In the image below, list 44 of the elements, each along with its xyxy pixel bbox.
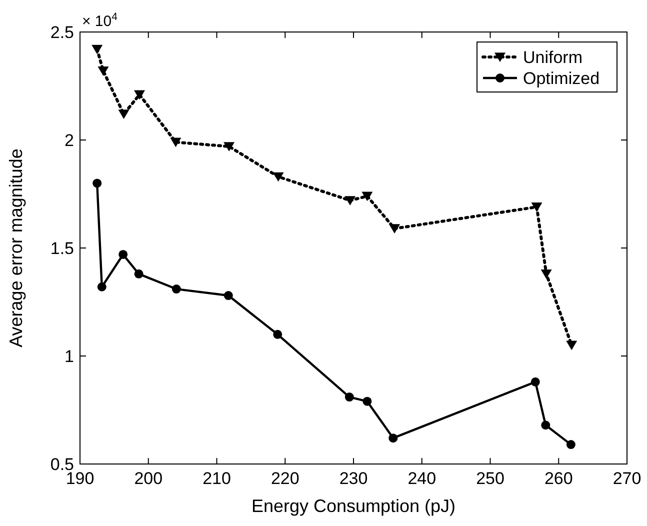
point <box>531 202 542 212</box>
point <box>118 250 128 259</box>
point <box>530 377 540 386</box>
point <box>388 434 398 443</box>
point <box>344 392 354 402</box>
point <box>224 291 233 300</box>
point <box>92 178 102 188</box>
point <box>172 284 181 294</box>
point <box>362 192 373 202</box>
x-tick-label: 200 <box>134 469 163 488</box>
point <box>224 142 235 152</box>
point <box>134 269 144 278</box>
x-axis-title: Energy Consumption (pJ) <box>251 496 456 516</box>
y-axis-title: Average error magnitude <box>6 148 26 348</box>
x-tick-label: 250 <box>476 469 504 488</box>
legend-label: Optimized <box>523 69 600 88</box>
point <box>272 172 284 182</box>
y-tick-label: 1.5 <box>50 239 74 258</box>
y-tick-label: 1 <box>64 347 74 366</box>
x-tick-label: 220 <box>270 469 300 488</box>
x-tick-label: 190 <box>66 469 94 488</box>
x-tick-label: 260 <box>544 469 573 488</box>
x-tick-label: 270 <box>612 469 642 488</box>
x-tick-label: 210 <box>202 469 231 488</box>
legend-label: Uniform <box>523 48 583 67</box>
x-tick-label: 230 <box>339 469 368 488</box>
y-tick-label: 2 <box>64 131 74 150</box>
point <box>566 440 576 450</box>
point <box>170 138 182 148</box>
point <box>362 396 372 406</box>
point <box>273 330 282 339</box>
x-tick-label: 240 <box>408 469 436 488</box>
point <box>541 420 550 430</box>
point <box>540 270 552 279</box>
point <box>118 110 130 120</box>
point <box>134 90 145 100</box>
text: × 10$^{4}$ <box>82 11 118 30</box>
point <box>98 66 109 76</box>
point <box>344 196 356 206</box>
point <box>389 224 400 234</box>
y-tick-label: 2.5 <box>50 23 74 42</box>
point <box>566 340 578 350</box>
point <box>97 282 106 292</box>
point <box>92 44 103 54</box>
